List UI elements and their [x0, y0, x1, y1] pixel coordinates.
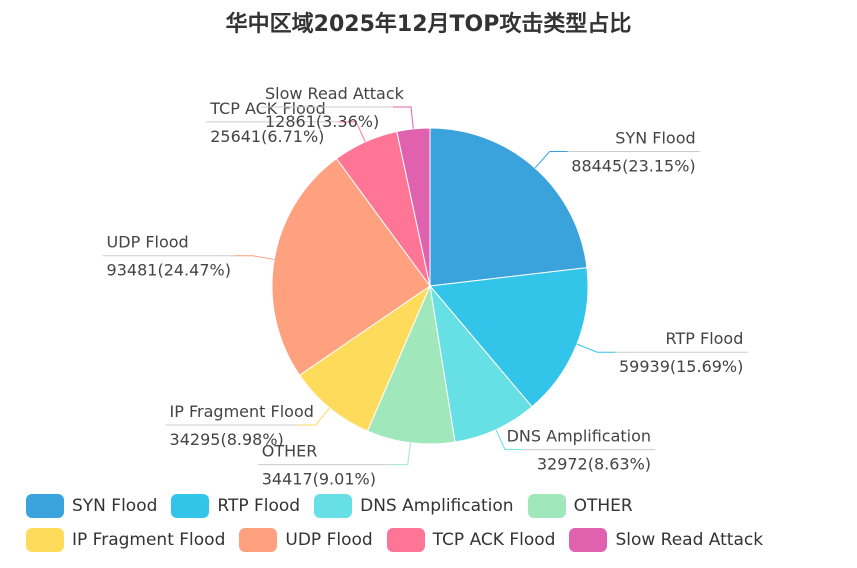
legend-label: DNS Amplification [360, 496, 514, 516]
slice-label-value: 59939(15.69%) [619, 357, 743, 376]
label-line-1 [576, 343, 616, 353]
legend-swatch [314, 494, 353, 518]
slice-label-name: IP Fragment Flood [170, 402, 314, 421]
legend-label: SYN Flood [72, 496, 158, 516]
legend-item[interactable]: DNS Amplification [314, 494, 514, 518]
slice-label-name: RTP Flood [666, 329, 744, 348]
legend-label: IP Fragment Flood [72, 530, 226, 550]
legend-item[interactable]: SYN Flood [26, 494, 157, 518]
slice-label-value: 93481(24.47%) [107, 261, 231, 280]
legend-swatch [527, 494, 566, 518]
label-line-7 [392, 106, 414, 129]
slice-label-value: 34295(8.98%) [170, 430, 284, 449]
slice-label-name: DNS Amplification [507, 427, 651, 446]
legend-swatch [171, 494, 210, 518]
legend-item[interactable]: RTP Flood [171, 494, 300, 518]
slice-label-name: Slow Read Attack [265, 84, 405, 103]
pie-slice-1[interactable] [429, 267, 589, 408]
pie-slice-3[interactable] [366, 284, 456, 445]
label-line-3 [389, 442, 411, 466]
legend-item[interactable]: UDP Flood [239, 528, 373, 552]
slice-label-value: 34417(9.01%) [262, 470, 376, 489]
legend-label: OTHER [573, 496, 633, 516]
slice-label-name: TCP ACK Flood [209, 99, 326, 118]
slice-label-value: 88445(23.15%) [571, 157, 695, 176]
label-line-2 [495, 429, 524, 451]
legend-label: Slow Read Attack [615, 530, 764, 550]
label-line-4 [297, 407, 330, 426]
legend-label: RTP Flood [217, 496, 301, 516]
legend-item[interactable]: IP Fragment Flood [26, 528, 225, 552]
slice-label-value: 32972(8.63%) [537, 455, 651, 474]
legend-swatch [26, 494, 64, 518]
slice-label-name: SYN Flood [615, 129, 695, 148]
slice-label-name: OTHER [262, 442, 318, 461]
legend-swatch [386, 528, 425, 552]
legend-item[interactable]: TCP ACK Flood [386, 528, 556, 552]
chart-title: 华中区域2025年12月TOP攻击类型占比 [225, 12, 632, 37]
slice-label-value: 12861(3.36%) [265, 112, 379, 131]
label-line-5 [234, 255, 275, 260]
legend-label: TCP ACK Flood [432, 530, 556, 550]
pie-slice-4[interactable] [298, 284, 432, 432]
legend-label: UDP Flood [285, 530, 373, 550]
label-line-0 [534, 151, 568, 169]
legend-swatch [569, 528, 608, 552]
legend-swatch [239, 528, 278, 552]
pie-slice-2[interactable] [429, 284, 533, 443]
label-line-6 [338, 121, 366, 143]
legend-swatch [26, 528, 64, 552]
legend-item[interactable]: Slow Read Attack [569, 528, 763, 552]
legend-item[interactable]: OTHER [527, 494, 633, 518]
slice-label-name: UDP Flood [107, 233, 189, 252]
legend: SYN Flood RTP Flood DNS Amplification OTHER… [26, 494, 846, 552]
slice-label-value: 25641(6.71%) [210, 127, 324, 146]
